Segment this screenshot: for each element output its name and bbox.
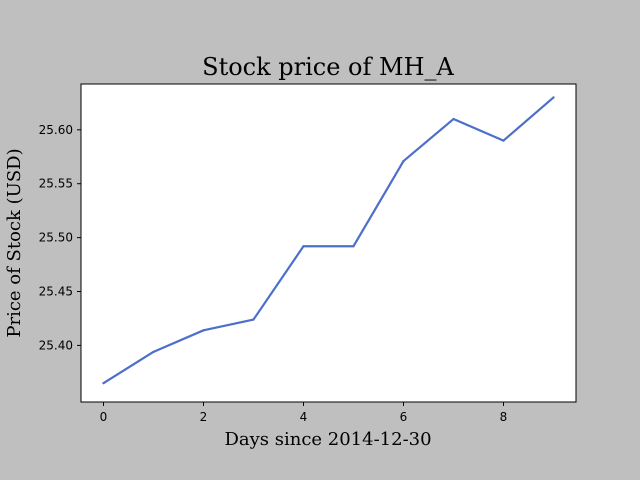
y-tick-label: 25.50 bbox=[39, 231, 73, 245]
y-tick-label: 25.45 bbox=[39, 285, 73, 299]
x-tick-label: 6 bbox=[400, 410, 408, 424]
data-point bbox=[152, 351, 154, 353]
y-tick-label: 25.40 bbox=[39, 338, 73, 352]
x-tick-label: 4 bbox=[300, 410, 308, 424]
data-point bbox=[302, 245, 304, 247]
x-tick-label: 8 bbox=[500, 410, 508, 424]
y-axis-label: Price of Stock (USD) bbox=[4, 148, 25, 337]
x-tick-label: 0 bbox=[100, 410, 108, 424]
data-point bbox=[552, 96, 554, 98]
plot-area bbox=[81, 84, 576, 402]
data-point bbox=[252, 318, 254, 320]
y-tick-label: 25.55 bbox=[39, 177, 73, 191]
data-point bbox=[452, 118, 454, 120]
data-point bbox=[102, 382, 104, 384]
chart-title: Stock price of MH_A bbox=[202, 53, 454, 81]
y-tick-label: 25.60 bbox=[39, 123, 73, 137]
data-point bbox=[352, 245, 354, 247]
x-tick-label: 2 bbox=[200, 410, 208, 424]
data-point bbox=[202, 329, 204, 331]
data-point bbox=[502, 139, 504, 141]
data-point bbox=[402, 160, 404, 162]
x-axis-label: Days since 2014-12-30 bbox=[224, 429, 431, 450]
